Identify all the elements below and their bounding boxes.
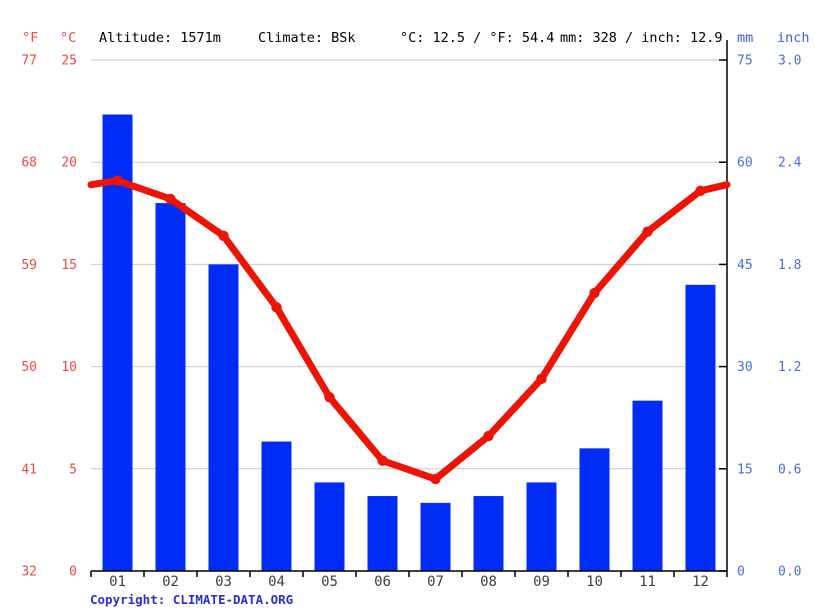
copyright-label: Copyright:: [90, 592, 173, 607]
mm-tick-label: 30: [737, 360, 753, 375]
mm-tick-label: 15: [737, 462, 753, 477]
mm-tick-label: 0: [737, 565, 745, 580]
climate-class-label: Climate: BSk: [258, 30, 356, 46]
celsius-tick-label: 15: [61, 258, 77, 273]
celsius-tick-label: 5: [69, 462, 77, 477]
inch-tick-label: 0.0: [778, 565, 801, 580]
month-label: 08: [480, 574, 497, 590]
precip-bar: [367, 496, 398, 571]
celsius-tick-label: 25: [61, 54, 77, 69]
fahrenheit-tick-label: 32: [21, 565, 37, 580]
month-label: 11: [639, 574, 656, 590]
precip-bar: [632, 400, 663, 571]
temperature-point: [112, 175, 123, 186]
month-label: 12: [692, 574, 709, 590]
mm-tick-label: 60: [737, 156, 753, 171]
precip-bar: [314, 482, 345, 571]
temperature-line: [87, 177, 731, 483]
mean-temperature-label: °C: 12.5 / °F: 54.4: [400, 30, 555, 46]
fahrenheit-tick-label: 68: [21, 156, 37, 171]
precip-bar: [155, 203, 186, 571]
temperature-point: [483, 430, 494, 442]
temperature-point: [642, 226, 653, 237]
left-axis-unit-fahrenheit: °F: [22, 30, 39, 46]
altitude-label: Altitude: 1571m: [99, 30, 221, 46]
month-label: 10: [586, 574, 603, 590]
fahrenheit-tick-label: 41: [21, 462, 37, 477]
fahrenheit-tick-label: 77: [21, 54, 37, 69]
temperature-point: [430, 473, 441, 485]
month-label: 09: [533, 574, 550, 590]
temperature-point: [536, 373, 547, 385]
inch-tick-label: 1.8: [778, 258, 801, 273]
inch-tick-label: 0.6: [778, 462, 801, 477]
month-label: 02: [162, 574, 179, 590]
annual-precipitation-label: mm: 328 / inch: 12.9: [560, 30, 723, 46]
precip-bar: [261, 441, 292, 571]
right-axis-unit-inch: inch: [777, 30, 810, 46]
precip-bar: [526, 482, 557, 571]
temperature-point: [695, 185, 706, 197]
temperature-point: [377, 455, 388, 466]
copyright: Copyright: CLIMATE-DATA.ORG: [90, 592, 293, 607]
precip-bar: [420, 502, 451, 571]
inch-tick-label: 2.4: [778, 156, 802, 171]
temperature-point: [589, 287, 600, 299]
temperature-point: [165, 193, 176, 205]
celsius-tick-label: 20: [61, 156, 77, 171]
month-label: 04: [268, 574, 285, 590]
precip-bar: [473, 496, 504, 571]
fahrenheit-tick-label: 50: [21, 360, 37, 375]
temperature-point: [218, 230, 229, 241]
month-label: 07: [427, 574, 444, 590]
celsius-tick-label: 10: [61, 360, 77, 375]
mm-tick-label: 45: [737, 258, 753, 273]
right-axis-unit-mm: mm: [737, 30, 754, 46]
month-label: 01: [109, 574, 126, 590]
temperature-point: [324, 392, 335, 403]
temperature-point: [271, 302, 282, 313]
precip-bar: [685, 284, 716, 571]
celsius-tick-label: 0: [69, 565, 77, 580]
left-axis-unit-celsius: °C: [60, 30, 77, 46]
month-label: 06: [374, 574, 391, 590]
precip-bar: [102, 114, 133, 572]
precip-bar: [208, 264, 239, 571]
climate-data-org-link[interactable]: CLIMATE-DATA.ORG: [172, 592, 294, 607]
month-label: 03: [215, 574, 232, 590]
inch-tick-label: 1.2: [778, 360, 801, 375]
inch-tick-label: 3.0: [778, 54, 801, 69]
mm-tick-label: 75: [737, 54, 753, 69]
precip-bar: [579, 448, 610, 571]
fahrenheit-tick-label: 59: [21, 258, 37, 273]
month-label: 05: [321, 574, 338, 590]
